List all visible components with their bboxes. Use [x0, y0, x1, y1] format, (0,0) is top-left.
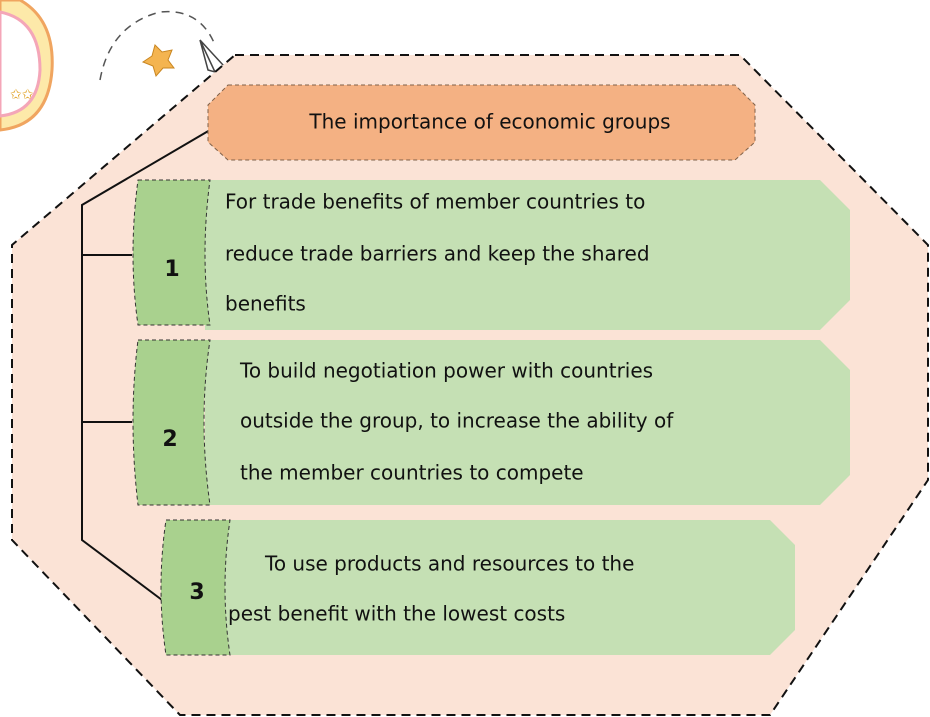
- item-number: 1: [164, 257, 179, 282]
- item-text: pest benefit with the lowest costs: [228, 602, 565, 626]
- decor-star: [143, 45, 174, 76]
- item-text: reduce trade barriers and keep the share…: [225, 242, 650, 266]
- item-text: the member countries to compete: [240, 461, 584, 485]
- item-number: 3: [189, 580, 204, 605]
- decor-stars: ✩✩: [10, 87, 34, 103]
- item-tab: [133, 340, 210, 505]
- item-text: For trade benefits of member countries t…: [225, 190, 645, 214]
- item-text: benefits: [225, 292, 306, 316]
- item-text: To use products and resources to the: [264, 552, 634, 576]
- diagram: ✩✩ The importance of economic groups 1 Fo…: [0, 0, 930, 717]
- item-text: To build negotiation power with countrie…: [239, 359, 653, 383]
- item-panel: [225, 520, 795, 655]
- title: The importance of economic groups: [308, 110, 670, 134]
- item-number: 2: [162, 427, 177, 452]
- item-text: outside the group, to increase the abili…: [240, 409, 674, 433]
- item-tab: [133, 180, 210, 325]
